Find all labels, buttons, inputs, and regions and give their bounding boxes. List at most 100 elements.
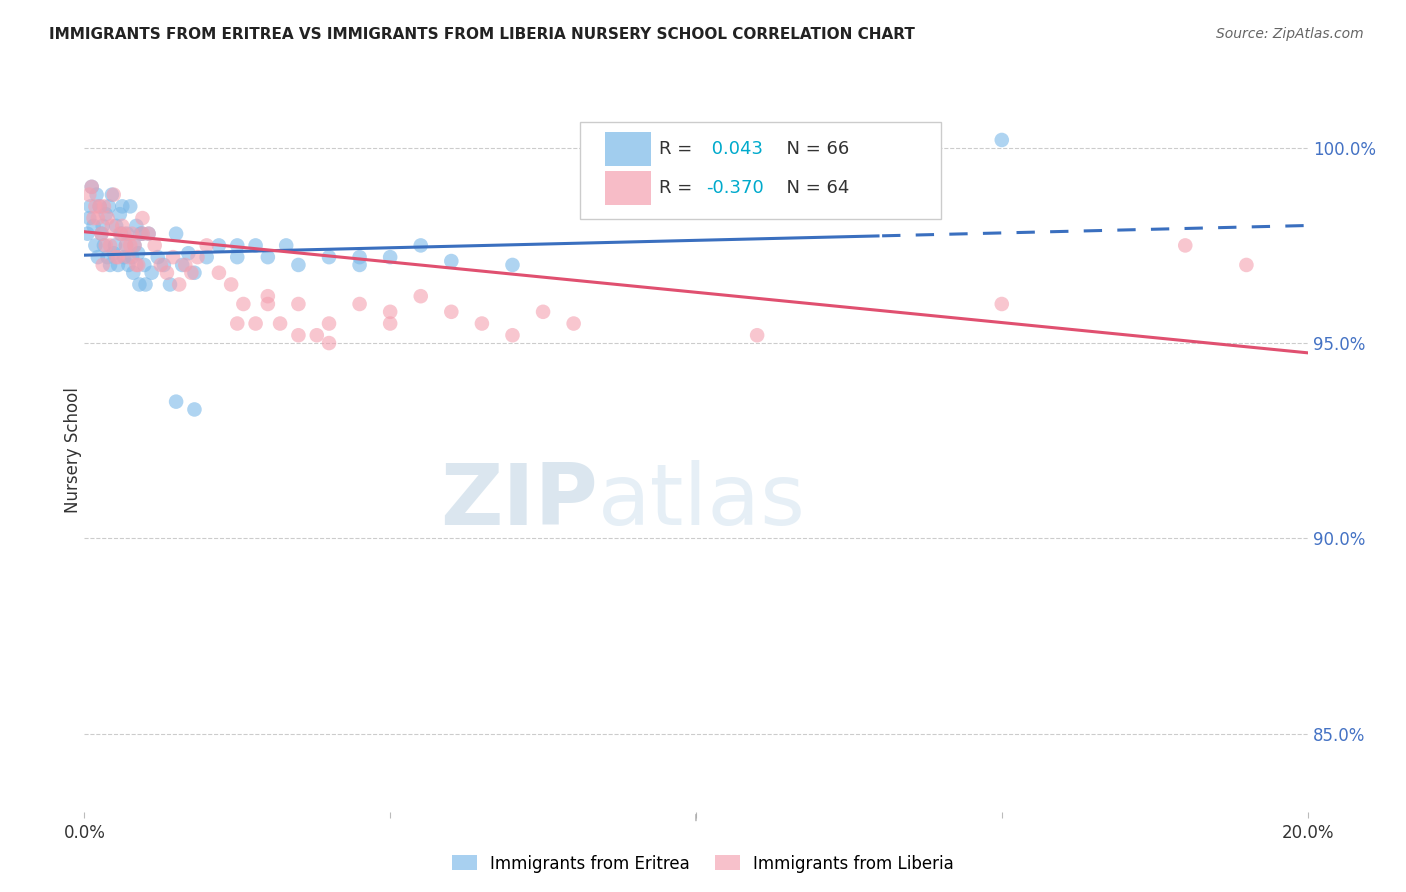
Point <box>502 258 524 272</box>
Point <box>97 199 120 213</box>
Point <box>287 297 309 311</box>
Legend: Immigrants from Eritrea, Immigrants from Liberia: Immigrants from Eritrea, Immigrants from… <box>446 848 960 880</box>
Point <box>124 238 146 252</box>
Point <box>318 317 340 331</box>
Point <box>131 227 153 241</box>
Point <box>80 179 103 194</box>
Point <box>111 219 134 233</box>
Point <box>77 211 100 225</box>
Point <box>76 227 98 241</box>
Point <box>208 266 231 280</box>
Point <box>79 199 101 213</box>
Point <box>115 227 138 241</box>
Point <box>107 250 129 264</box>
Text: R =: R = <box>659 179 699 197</box>
Point <box>112 250 135 264</box>
Point <box>380 317 402 331</box>
Point <box>409 289 432 303</box>
Point <box>104 238 127 252</box>
Text: N = 64: N = 64 <box>776 179 849 197</box>
Point <box>531 305 554 319</box>
Point <box>208 238 231 252</box>
Point <box>138 227 160 241</box>
Point <box>135 277 157 292</box>
Point <box>195 238 218 252</box>
Point <box>1174 238 1197 252</box>
Point <box>195 250 218 264</box>
Point <box>440 254 463 268</box>
Point <box>143 238 166 252</box>
Point <box>153 258 176 272</box>
Point <box>174 258 197 272</box>
Point <box>129 227 152 241</box>
Point <box>245 238 267 252</box>
Point <box>747 328 769 343</box>
Text: atlas: atlas <box>598 459 806 542</box>
Point <box>128 277 150 292</box>
Point <box>91 258 114 272</box>
Point <box>349 250 371 264</box>
Text: Source: ZipAtlas.com: Source: ZipAtlas.com <box>1216 27 1364 41</box>
Point <box>276 238 298 252</box>
Point <box>138 227 160 241</box>
Point <box>245 317 267 331</box>
Point <box>991 133 1014 147</box>
Point <box>562 317 585 331</box>
Point <box>269 317 291 331</box>
Point <box>165 227 187 241</box>
Point <box>120 199 142 213</box>
Point <box>105 250 128 264</box>
Point <box>125 219 148 233</box>
Point <box>107 258 129 272</box>
Point <box>471 317 494 331</box>
Point <box>127 246 149 260</box>
Point <box>183 402 205 417</box>
Point <box>146 250 169 264</box>
Point <box>98 258 121 272</box>
Point <box>131 211 153 225</box>
FancyBboxPatch shape <box>606 171 651 205</box>
Text: -0.370: -0.370 <box>706 179 763 197</box>
Point <box>94 238 117 252</box>
Point <box>101 219 124 233</box>
Point <box>172 258 194 272</box>
Point <box>349 297 371 311</box>
Point <box>101 187 124 202</box>
FancyBboxPatch shape <box>579 121 941 219</box>
Point <box>91 219 114 233</box>
Point <box>149 258 172 272</box>
Point <box>141 266 163 280</box>
Point <box>90 227 112 241</box>
Point <box>122 266 145 280</box>
Text: R =: R = <box>659 140 699 158</box>
Point <box>159 277 181 292</box>
Point <box>115 238 138 252</box>
Point <box>162 250 184 264</box>
Point <box>134 258 156 272</box>
Point <box>110 227 132 241</box>
Point <box>257 289 280 303</box>
Point <box>186 250 208 264</box>
Point <box>226 250 249 264</box>
Point <box>380 305 402 319</box>
Point <box>257 250 280 264</box>
FancyBboxPatch shape <box>606 132 651 166</box>
Point <box>103 246 125 260</box>
Point <box>183 266 205 280</box>
Point <box>112 227 135 241</box>
Text: ZIP: ZIP <box>440 459 598 542</box>
Point <box>97 211 120 225</box>
Point <box>80 179 103 194</box>
Y-axis label: Nursery School: Nursery School <box>65 387 82 514</box>
Point <box>127 258 149 272</box>
Point <box>87 211 110 225</box>
Point <box>93 238 115 252</box>
Point <box>156 266 179 280</box>
Point <box>305 328 328 343</box>
Point <box>86 187 108 202</box>
Point <box>121 227 143 241</box>
Point <box>117 250 139 264</box>
Point <box>117 258 139 272</box>
Point <box>440 305 463 319</box>
Point <box>105 219 128 233</box>
